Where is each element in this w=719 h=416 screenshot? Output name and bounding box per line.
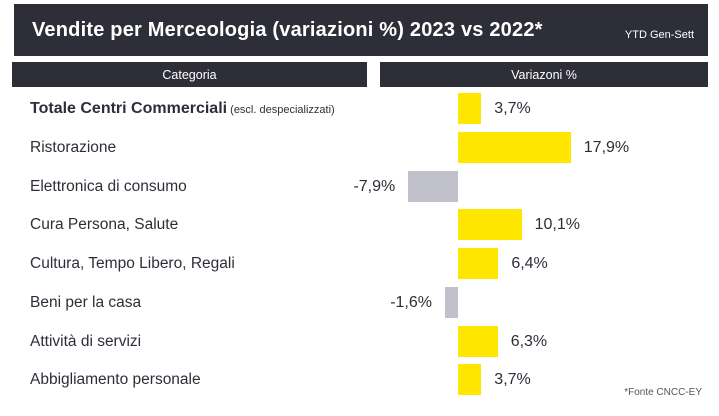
- category-label-text: Totale Centri Commerciali: [30, 100, 228, 117]
- value-bar: [458, 131, 571, 163]
- category-label: Abbigliamento personale: [30, 360, 201, 399]
- table-row: Beni per la casa -1,6%: [0, 283, 719, 322]
- category-label: Cultura, Tempo Libero, Regali: [30, 244, 235, 283]
- source-footnote: *Fonte CNCC-EY: [624, 387, 702, 398]
- category-label-text: Cultura, Tempo Libero, Regali: [30, 255, 235, 272]
- value-label: -1,6%: [390, 293, 432, 311]
- value-bar: [458, 364, 482, 396]
- value-bar: [408, 170, 458, 202]
- chart-rows: Totale Centri Commerciali (escl. despeci…: [0, 89, 719, 399]
- period-label: YTD Gen-Sett: [624, 29, 694, 41]
- category-note: (escl. despecializzati): [227, 104, 335, 116]
- value-bar: [458, 325, 498, 357]
- title-bar: Vendite per Merceologia (variazioni %) 2…: [14, 4, 708, 56]
- value-label: 6,3%: [510, 332, 548, 350]
- category-label-text: Beni per la casa: [30, 293, 142, 311]
- value-label: -7,9%: [353, 177, 396, 195]
- category-label: Elettronica di consumo: [30, 167, 187, 206]
- value-label: 3,7%: [494, 100, 531, 117]
- table-row: Abbigliamento personale 3,7%: [0, 360, 719, 399]
- value-label: 17,9%: [583, 138, 630, 156]
- category-label-text: Attività di servizi: [30, 332, 142, 350]
- category-label-text: Ristorazione: [30, 138, 117, 156]
- value-label: 10,1%: [534, 216, 580, 234]
- column-header-variation: Variazoni %: [380, 62, 708, 87]
- category-label-text: Elettronica di consumo: [30, 177, 187, 195]
- table-row: Attività di servizi 6,3%: [0, 322, 719, 361]
- category-label: Totale Centri Commerciali (escl. despeci…: [30, 89, 335, 128]
- table-row: Totale Centri Commerciali (escl. despeci…: [0, 89, 719, 128]
- value-bar: [458, 93, 482, 124]
- category-label: Beni per la casa: [30, 283, 141, 322]
- column-header-variation-label: Variazoni %: [511, 67, 577, 82]
- value-bar: [445, 286, 458, 318]
- table-row: Cura Persona, Salute 10,1%: [0, 205, 719, 244]
- value-bar: [458, 209, 522, 241]
- page-title: Vendite per Merceologia (variazioni %) 2…: [32, 18, 543, 41]
- table-row: Ristorazione 17,9%: [0, 128, 719, 167]
- category-label: Cura Persona, Salute: [30, 205, 178, 244]
- table-row: Cultura, Tempo Libero, Regali 6,4%: [0, 244, 719, 283]
- value-bar: [458, 248, 499, 279]
- value-label: 6,4%: [511, 255, 548, 272]
- value-label: 3,7%: [494, 371, 531, 389]
- column-header-category: Categoria: [12, 62, 367, 87]
- column-header-category-label: Categoria: [162, 67, 217, 82]
- category-label-text: Cura Persona, Salute: [30, 216, 179, 234]
- category-label: Ristorazione: [30, 128, 116, 167]
- category-label-text: Abbigliamento personale: [30, 371, 201, 389]
- category-label: Attività di servizi: [30, 322, 141, 361]
- table-row: Elettronica di consumo -7,9%: [0, 167, 719, 206]
